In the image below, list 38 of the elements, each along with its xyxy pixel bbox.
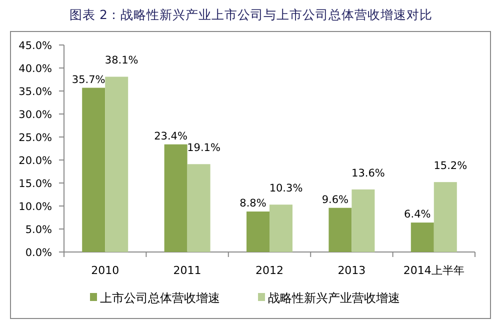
y-tick-label: 25.0% <box>18 132 52 144</box>
x-tick-label: 2010 <box>91 264 120 277</box>
y-tick-label: 30.0% <box>18 109 52 121</box>
x-tick-label: 2013 <box>338 264 366 277</box>
legend-label: 战略性新兴产业营收增速 <box>268 291 400 305</box>
x-tick-label: 2014上半年 <box>403 264 464 277</box>
data-label: 10.3% <box>269 182 303 195</box>
bar <box>82 88 106 252</box>
data-label: 35.7% <box>72 74 106 86</box>
x-tick-label: 2011 <box>173 264 202 277</box>
legend-label: 上市公司总体营收增速 <box>100 291 220 305</box>
data-label: 13.6% <box>352 167 385 180</box>
data-label: 6.4% <box>404 208 431 221</box>
bar <box>164 144 188 252</box>
data-label: 15.2% <box>434 160 468 172</box>
y-tick-label: 15.0% <box>18 178 52 190</box>
data-label: 19.1% <box>187 142 220 154</box>
bar <box>187 164 210 252</box>
chart-title: 图表 2：战略性新兴产业上市公司与上市公司总体营收增速对比 <box>70 7 432 22</box>
data-label: 8.8% <box>240 198 266 210</box>
y-tick-label: 35.0% <box>18 86 52 98</box>
y-tick-label: 45.0% <box>18 40 52 52</box>
x-tick-label: 2012 <box>256 264 284 277</box>
bar <box>105 76 128 252</box>
y-tick-label: 0.0% <box>25 247 52 259</box>
data-label: 38.1% <box>104 54 138 67</box>
bar <box>246 212 270 252</box>
data-label: 9.6% <box>322 194 349 206</box>
y-tick-label: 20.0% <box>18 155 52 167</box>
bar <box>270 204 292 252</box>
bar <box>352 189 375 252</box>
bar <box>434 182 457 252</box>
y-tick-label: 40.0% <box>18 63 52 75</box>
bar <box>410 222 434 252</box>
y-tick-label: 10.0% <box>18 201 52 213</box>
bar <box>328 208 352 252</box>
data-label: 23.4% <box>154 130 188 142</box>
y-tick-label: 5.0% <box>25 224 52 236</box>
